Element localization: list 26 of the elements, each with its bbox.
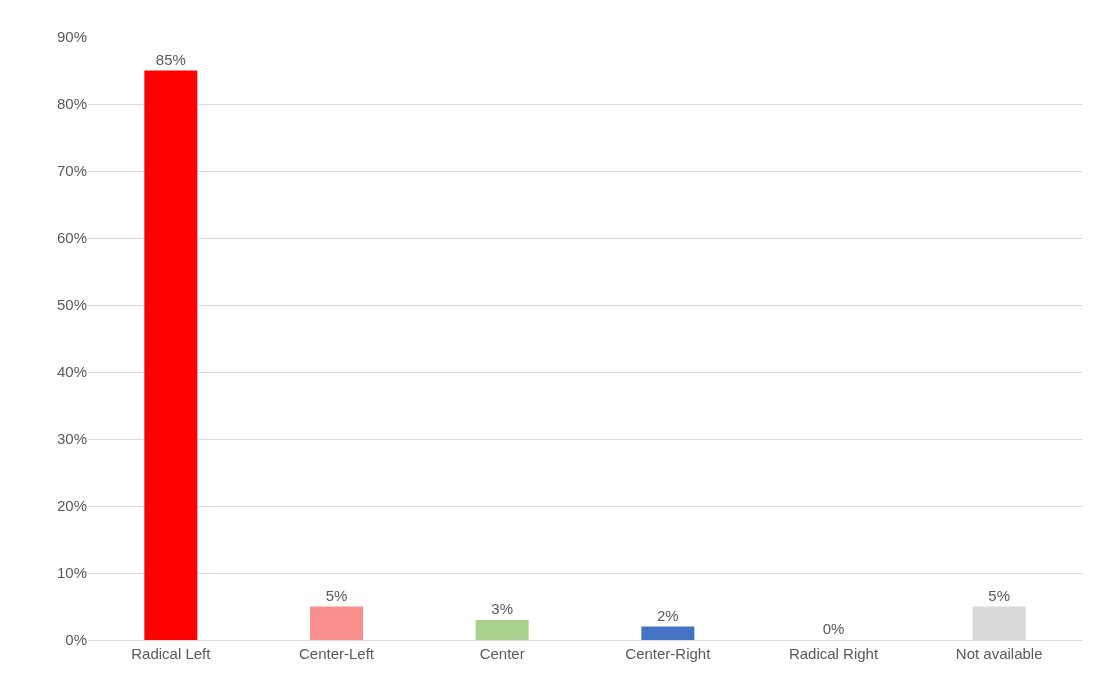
data-label: 2% (656, 606, 679, 624)
x-tick-label: Radical Right (788, 645, 879, 662)
y-tick-label: 30% (56, 430, 87, 448)
x-tick-label: Center (479, 645, 525, 662)
data-label: 5% (988, 586, 1011, 604)
data-label: 3% (491, 599, 514, 617)
bar (475, 619, 529, 640)
data-label: 5% (325, 586, 348, 604)
y-tick-label: 80% (56, 95, 87, 113)
y-tick-label: 40% (56, 363, 87, 381)
x-tick-label: Radical Left (131, 645, 212, 662)
bar (309, 606, 364, 640)
y-tick-label: 0% (65, 631, 87, 649)
y-tick-label: 60% (56, 229, 87, 247)
y-tick-label: 90% (56, 28, 87, 46)
y-tick-label: 10% (56, 564, 87, 582)
data-label: 0% (822, 620, 845, 637)
data-label: 85% (155, 50, 186, 68)
x-tick-label: Center-Left (298, 645, 375, 662)
bar (144, 70, 198, 640)
bar (641, 626, 695, 640)
y-tick-label: 50% (56, 296, 87, 314)
y-tick-label: 20% (56, 497, 87, 515)
x-tick-label: Not available (955, 645, 1043, 662)
y-tick-label: 70% (56, 162, 87, 180)
x-tick-label: Center-Right (625, 645, 712, 662)
